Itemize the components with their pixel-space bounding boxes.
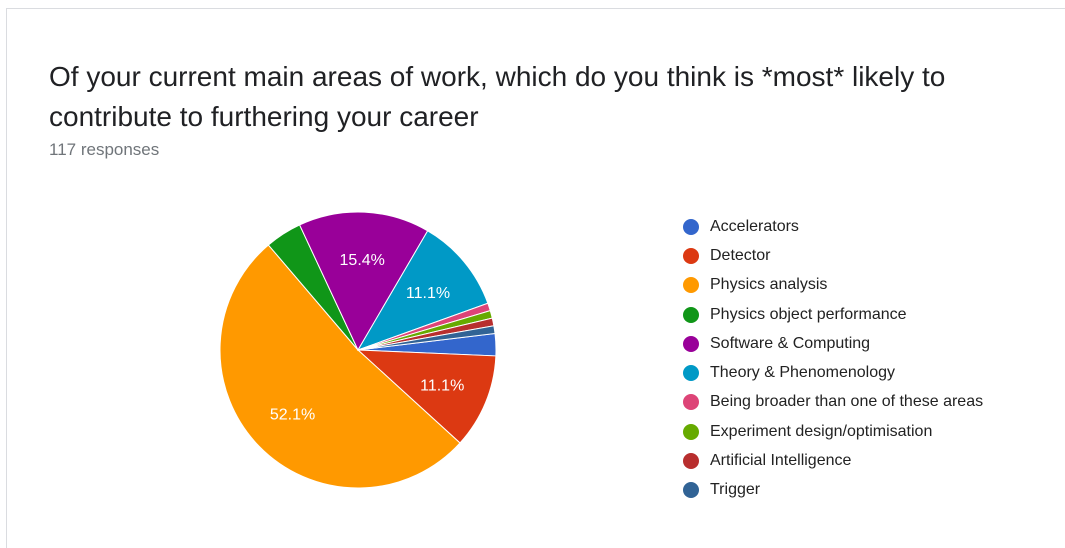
- legend-item[interactable]: Physics analysis: [683, 271, 983, 300]
- pie-slice-detector[interactable]: [356, 349, 497, 444]
- pie-slice-label: 11.1%: [406, 285, 450, 302]
- legend-label: Physics analysis: [710, 276, 828, 294]
- legend-label: Artificial Intelligence: [710, 452, 852, 470]
- pie-slice-trigger[interactable]: [357, 325, 496, 351]
- legend-label: Physics object performance: [710, 305, 907, 323]
- legend-swatch: [683, 365, 699, 382]
- legend-label: Software & Computing: [710, 334, 871, 352]
- legend-swatch: [683, 306, 699, 323]
- legend-item[interactable]: Accelerators: [683, 212, 983, 241]
- legend-item[interactable]: Physics object performance: [683, 300, 983, 329]
- pie-slice-software-computing[interactable]: [298, 211, 429, 352]
- legend-label: Accelerators: [710, 217, 799, 235]
- pie-slice-physics-analysis[interactable]: [219, 244, 461, 489]
- legend-item[interactable]: Detector: [683, 241, 983, 270]
- legend-label: Being broader than one of these areas: [710, 393, 984, 411]
- chart-card: Of your current main areas of work, whic…: [6, 8, 1065, 548]
- legend-label: Trigger: [710, 481, 761, 499]
- chart-legend: Accelerators Detector Physics analysis Phys…: [683, 212, 983, 505]
- legend-swatch: [683, 335, 699, 352]
- legend-item[interactable]: Being broader than one of these areas: [683, 388, 983, 417]
- legend-swatch: [683, 453, 699, 470]
- legend-swatch: [683, 394, 699, 411]
- pie-slice-label: 11.1%: [420, 378, 464, 395]
- pie-slice-label: 52.1%: [270, 406, 315, 423]
- legend-label: Detector: [710, 246, 771, 264]
- pie-slices: [219, 211, 497, 489]
- legend-label: Theory & Phenomenology: [710, 364, 895, 382]
- legend-item[interactable]: Theory & Phenomenology: [683, 358, 983, 387]
- response-count: 117 responses: [49, 140, 160, 159]
- legend-swatch: [683, 247, 699, 264]
- legend-swatch: [683, 423, 699, 440]
- legend-item[interactable]: Artificial Intelligence: [683, 446, 983, 475]
- legend-item[interactable]: Software & Computing: [683, 329, 983, 358]
- pie-slice-theory-phenomenology[interactable]: [356, 230, 489, 351]
- legend-swatch: [683, 218, 699, 235]
- pie-labels: 11.1% 52.1% 15.4% 11.1%: [270, 252, 464, 423]
- legend-item[interactable]: Experiment design/optimisation: [683, 417, 983, 446]
- legend-label: Experiment design/optimisation: [710, 422, 933, 440]
- legend-swatch: [683, 277, 699, 294]
- pie-slice-label: 15.4%: [340, 252, 385, 269]
- chart-title: Of your current main areas of work, whic…: [49, 61, 946, 132]
- pie-chart: 11.1% 52.1% 15.4% 11.1%: [219, 211, 497, 489]
- legend-swatch: [683, 482, 699, 499]
- legend-item[interactable]: Trigger: [683, 476, 983, 505]
